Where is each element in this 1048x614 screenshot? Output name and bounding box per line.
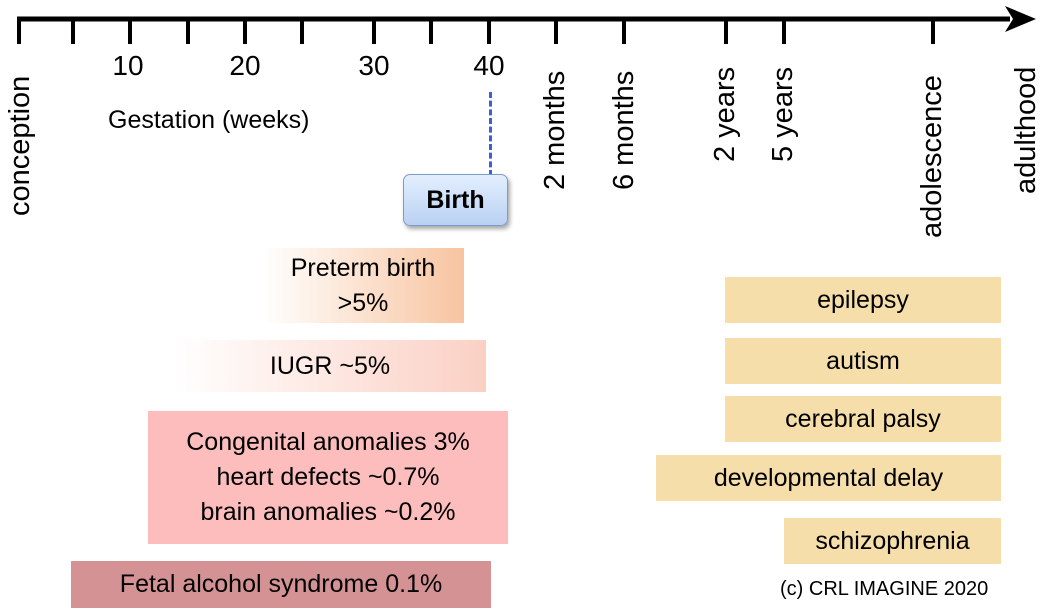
congenital-anomalies-bar: Congenital anomalies 3% heart defects ~0…	[148, 411, 508, 544]
timeline-arrowhead	[1005, 6, 1036, 32]
developmental-delay-bar: developmental delay	[656, 455, 1001, 501]
week-label-10: 10	[112, 50, 144, 81]
period-label-2-years: 2 years	[709, 66, 741, 162]
week-label-20: 20	[229, 50, 261, 81]
preterm-birth-title: Preterm birth	[290, 253, 436, 282]
week-label-30: 30	[358, 50, 390, 81]
iugr-text: IUGR ~5%	[269, 351, 391, 380]
cerebral-palsy-bar: cerebral palsy	[725, 396, 1001, 442]
period-label-adolescence: adolescence	[916, 75, 948, 238]
epilepsy-bar: epilepsy	[725, 277, 1001, 323]
period-label-2-months: 2 months	[539, 70, 571, 190]
period-label-conception: conception	[4, 75, 36, 216]
congenital-anomalies-title: Congenital anomalies 3%	[186, 428, 470, 456]
timeline-axis	[17, 6, 1036, 44]
birth-label-box: Birth	[403, 174, 508, 226]
autism-text: autism	[826, 346, 900, 375]
heart-defects-text: heart defects ~0.7%	[216, 463, 440, 491]
preterm-birth-bar: Preterm birth >5%	[262, 248, 464, 323]
developmental-delay-text: developmental delay	[713, 463, 944, 492]
brain-anomalies-text: brain anomalies ~0.2%	[200, 498, 456, 526]
iugr-bar: IUGR ~5%	[174, 340, 486, 392]
epilepsy-text: epilepsy	[817, 285, 909, 314]
fetal-alcohol-syndrome-bar: Fetal alcohol syndrome 0.1%	[71, 561, 491, 608]
period-label-6-months: 6 months	[608, 70, 640, 190]
period-label-adulthood: adulthood	[1010, 66, 1042, 194]
gestation-axis-label: Gestation (weeks)	[108, 106, 310, 134]
preterm-birth-rate: >5%	[337, 288, 389, 317]
week-label-40: 40	[473, 50, 505, 81]
copyright-notice: (c) CRL IMAGINE 2020	[780, 578, 989, 600]
schizophrenia-text: schizophrenia	[815, 526, 970, 555]
fetal-alcohol-syndrome-text: Fetal alcohol syndrome 0.1%	[119, 570, 443, 598]
cerebral-palsy-text: cerebral palsy	[785, 404, 941, 433]
birth-marker-line	[489, 92, 492, 176]
autism-bar: autism	[725, 338, 1001, 384]
schizophrenia-bar: schizophrenia	[784, 518, 1001, 564]
period-label-5-years: 5 years	[767, 66, 799, 162]
